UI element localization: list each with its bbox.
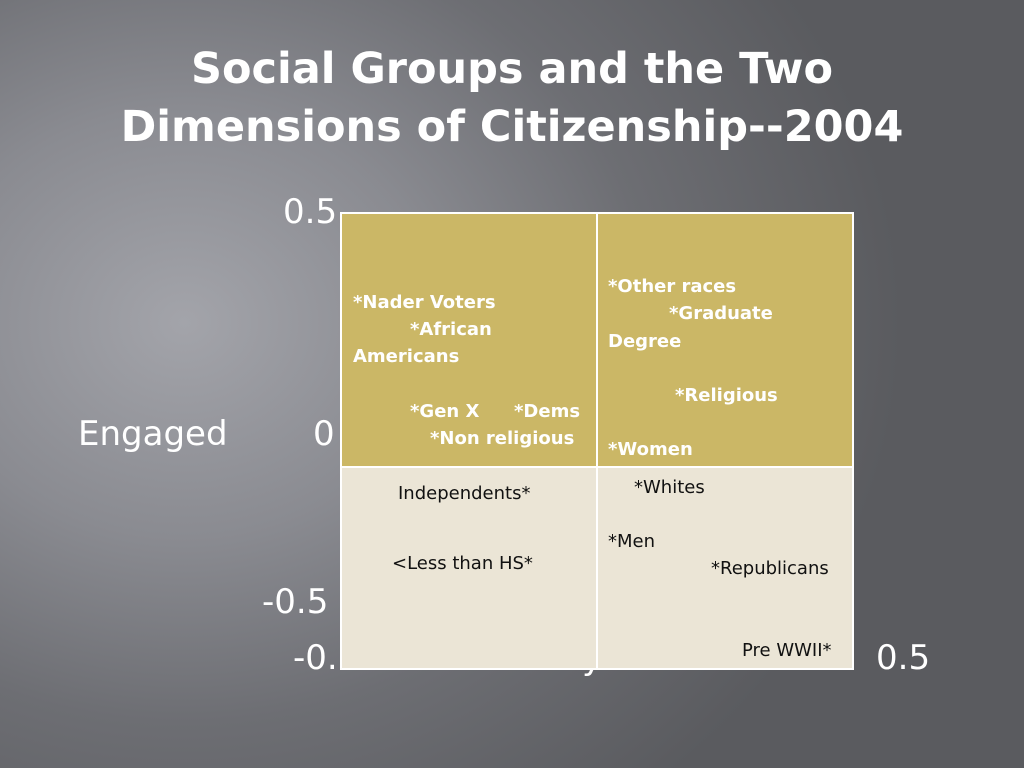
group-label: *Religious — [675, 385, 778, 406]
group-label: <Less than HS* — [392, 553, 533, 574]
quadrant-bottom-right: *Whites *Men *Republicans Pre WWII* — [598, 468, 852, 668]
slide-title-line-1: Social Groups and the Two — [190, 44, 834, 94]
quadrant-top-left: *Nader Voters *African Americans *Gen X … — [342, 214, 598, 468]
group-label: *Dems — [514, 401, 581, 422]
group-label: *Women — [608, 439, 693, 460]
group-label: *Non religious — [430, 428, 575, 449]
y-axis-tick-bottom: -0.5 — [262, 582, 329, 622]
quadrant-bottom-left: Independents* <Less than HS* — [342, 468, 598, 668]
group-label: Independents* — [398, 483, 531, 504]
slide-title-line-2: Dimensions of Citizenship--2004 — [120, 102, 904, 152]
x-axis-tick-left: -0. — [293, 638, 338, 678]
group-label: Pre WWII* — [742, 640, 832, 661]
group-label: *Other races — [608, 276, 737, 297]
y-axis-tick-top: 0.5 — [283, 192, 338, 232]
group-label: *Gen X — [410, 401, 480, 422]
y-axis-label: Engaged — [78, 414, 228, 454]
group-label: *Men — [608, 531, 656, 552]
group-label: *African — [410, 319, 492, 340]
group-label: Americans — [353, 346, 460, 367]
y-axis-tick-zero: 0 — [313, 414, 335, 454]
group-label: Degree — [608, 331, 682, 352]
group-label: *Graduate — [669, 303, 773, 324]
quadrant-grid: *Nader Voters *African Americans *Gen X … — [340, 212, 854, 670]
x-axis-tick-right: 0.5 — [876, 638, 931, 678]
group-label: *Republicans — [711, 558, 829, 579]
slide-title: Social Groups and the Two Dimensions of … — [40, 40, 984, 156]
group-label: *Whites — [634, 477, 705, 498]
quadrant-top-right: *Other races *Graduate Degree *Religious… — [598, 214, 852, 468]
group-label: *Nader Voters — [353, 292, 496, 313]
